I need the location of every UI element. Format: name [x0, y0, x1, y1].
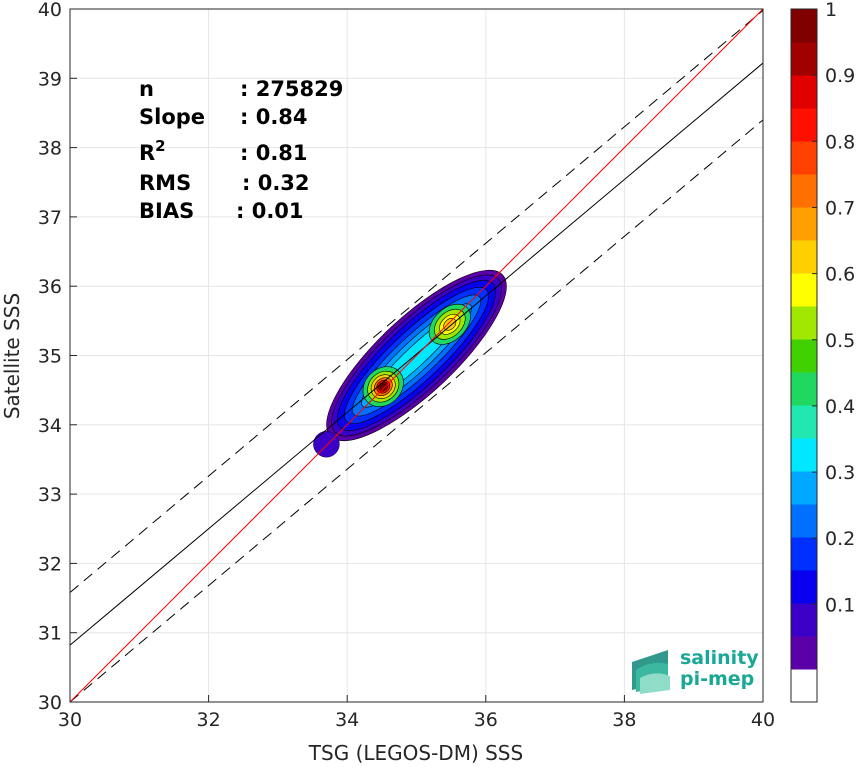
y-axis-ticks: 30 31 32 33 34 35 36 37 38 39 40 — [38, 0, 77, 714]
logo-line-2: pi-mep — [680, 668, 754, 690]
colorbar-swatch — [791, 603, 817, 637]
stat-value: : 0.84 — [240, 105, 308, 129]
logo-line-1: salinity — [680, 647, 759, 669]
stat-label: RMS — [139, 171, 191, 195]
colorbar-tick-label: 1 — [825, 0, 837, 21]
colorbar-swatch — [791, 108, 817, 142]
colorbar-swatch — [791, 438, 817, 472]
x-tick-label: 36 — [474, 709, 498, 731]
density-peak-2-level — [443, 317, 457, 331]
upper-bound-line — [70, 10, 763, 593]
outlier-blob — [313, 431, 340, 458]
stat-value: : 0.81 — [240, 141, 308, 165]
regression-lines — [70, 9, 763, 702]
x-tick-label: 32 — [197, 709, 221, 731]
x-axis-label: TSG (LEGOS-DM) SSS — [308, 741, 523, 765]
stat-label: n — [139, 77, 154, 101]
colorbar-swatch — [791, 372, 817, 406]
colorbar-tick-label: 0.9 — [825, 65, 855, 87]
y-tick-label: 32 — [38, 553, 62, 575]
colorbar-swatch — [791, 537, 817, 571]
colorbar-tick-label: 0.6 — [825, 264, 855, 286]
colorbar-tick-label: 0.8 — [825, 131, 855, 153]
stat-label: BIAS — [139, 199, 194, 223]
x-axis-ticks: 30 32 34 36 38 40 — [58, 695, 775, 731]
y-tick-label: 30 — [38, 692, 62, 714]
colorbar-tick-label: 0.3 — [825, 462, 855, 484]
y-tick-label: 37 — [38, 207, 62, 229]
y-tick-label: 36 — [38, 276, 62, 298]
colorbar-swatch — [791, 75, 817, 109]
stat-label: Slope — [139, 105, 205, 129]
y-axis-label: Satellite SSS — [0, 293, 24, 419]
colorbar-swatch — [791, 42, 817, 76]
regression-line — [70, 62, 763, 646]
colorbar-swatch — [791, 306, 817, 340]
x-tick-label: 30 — [58, 709, 82, 731]
colorbar-swatch — [791, 570, 817, 604]
colorbar-swatch — [791, 471, 817, 505]
y-tick-label: 31 — [38, 623, 62, 645]
colorbar-swatch — [791, 339, 817, 373]
y-tick-label: 34 — [38, 415, 62, 437]
colorbar-swatch — [791, 636, 817, 670]
identity-line — [70, 9, 763, 702]
stat-label: R2 — [139, 137, 166, 165]
colorbar-tick-label: 0.7 — [825, 197, 855, 219]
colorbar-tick-label: 0.4 — [825, 396, 855, 418]
colorbar: 0.1 0.2 0.3 0.4 0.5 0.6 0.7 0.8 0.9 1 — [790, 0, 855, 703]
statistics-box: n : 275829 Slope : 0.84 R2 : 0.81 RMS : 0.32 BIA… — [139, 77, 343, 223]
colorbar-tick-label: 0.5 — [825, 330, 855, 352]
colorbar-tick-label: 0.2 — [825, 528, 855, 550]
y-tick-label: 38 — [38, 138, 62, 160]
colorbar-swatch — [791, 405, 817, 439]
y-tick-label: 39 — [38, 68, 62, 90]
colorbar-swatch — [791, 669, 817, 703]
stat-value: : 0.01 — [236, 199, 304, 223]
y-tick-label: 33 — [38, 484, 62, 506]
colorbar-swatch — [791, 504, 817, 538]
y-tick-label: 35 — [38, 346, 62, 368]
colorbar-frame — [790, 8, 818, 703]
stat-value: : 0.32 — [242, 171, 310, 195]
y-tick-label: 40 — [38, 0, 62, 21]
colorbar-swatch — [791, 240, 817, 274]
lower-bound-line — [70, 119, 763, 702]
colorbar-swatch — [791, 273, 817, 307]
stat-value: : 275829 — [240, 77, 343, 101]
colorbar-swatch — [791, 174, 817, 208]
colorbar-tick-label: 0.1 — [825, 594, 855, 616]
salinity-pi-mep-logo: salinity pi-mep — [632, 647, 759, 694]
x-tick-label: 34 — [335, 709, 359, 731]
colorbar-swatch — [791, 141, 817, 175]
x-tick-label: 40 — [751, 709, 775, 731]
wave-logo-icon — [632, 650, 670, 694]
colorbar-swatch — [791, 207, 817, 241]
colorbar-swatch — [791, 9, 817, 43]
x-tick-label: 38 — [612, 709, 636, 731]
